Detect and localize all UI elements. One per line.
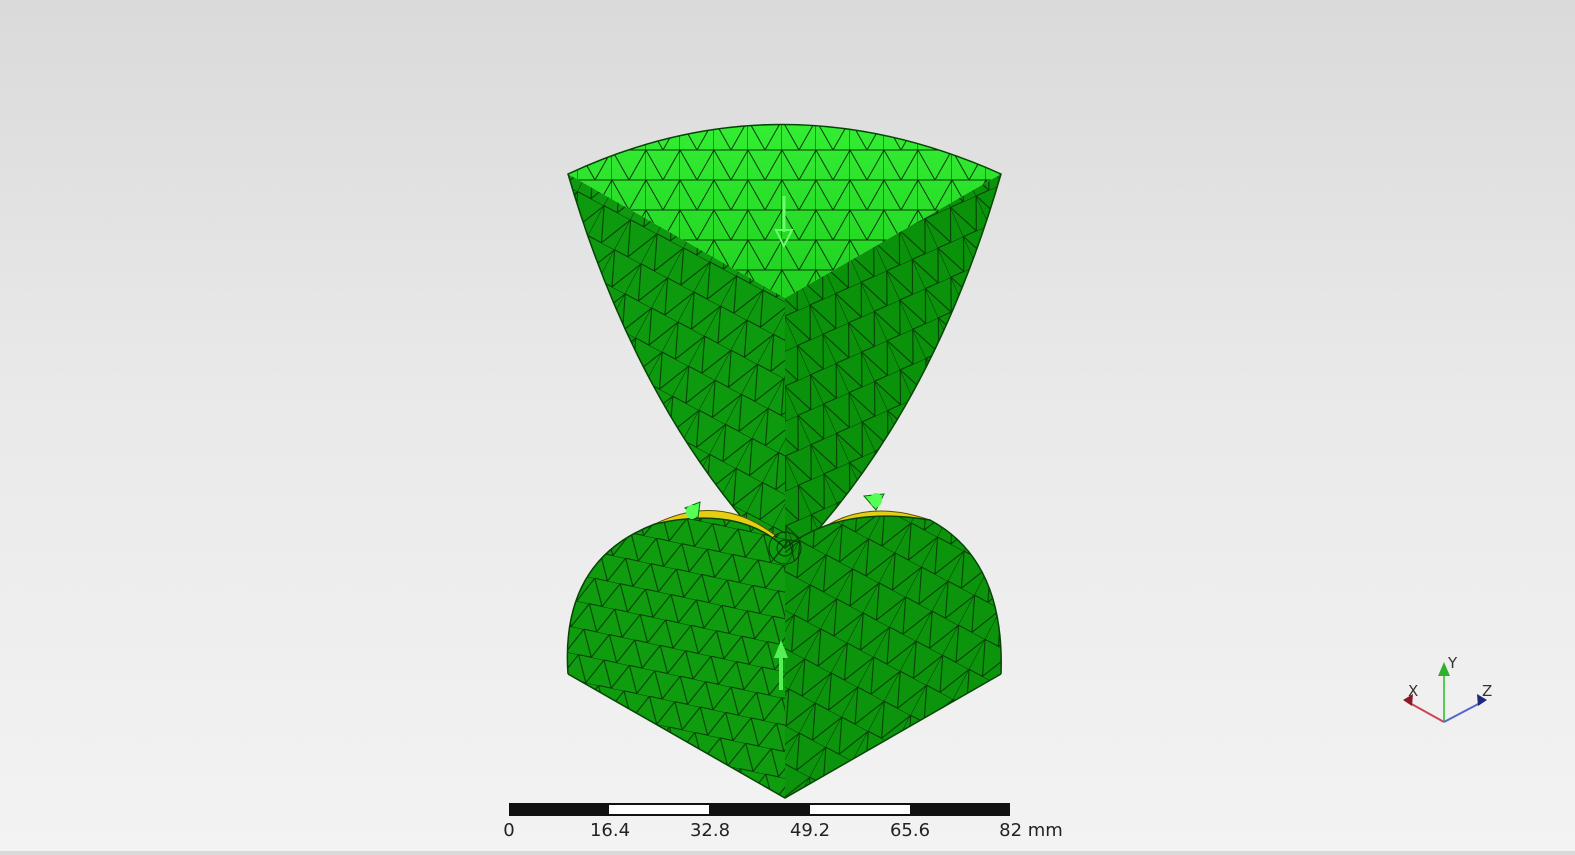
axis-x-label: X: [1408, 682, 1418, 700]
cone-marker-icon: [683, 501, 701, 519]
axis-z-label: Z: [1482, 682, 1492, 700]
lower-part[interactable]: [566, 515, 1002, 799]
axis-y-label: Y: [1447, 654, 1458, 672]
upper-part[interactable]: [567, 123, 1002, 567]
scale-tick-2: 32.8: [689, 820, 731, 841]
cone-marker-icon: [862, 493, 885, 511]
scale-tick-4: 65.6: [889, 820, 931, 841]
up-arrow-icon: [774, 640, 788, 690]
scale-tick-0: 0: [503, 820, 515, 841]
down-arrow-icon: [774, 196, 794, 249]
scale-tick-3: 49.2: [789, 820, 831, 841]
scale-bar: [509, 803, 1010, 816]
axis-triad-icon[interactable]: Y X Z: [1403, 654, 1492, 723]
scale-tick-5: 82 mm: [999, 820, 1063, 841]
scale-tick-1: 16.4: [589, 820, 631, 841]
